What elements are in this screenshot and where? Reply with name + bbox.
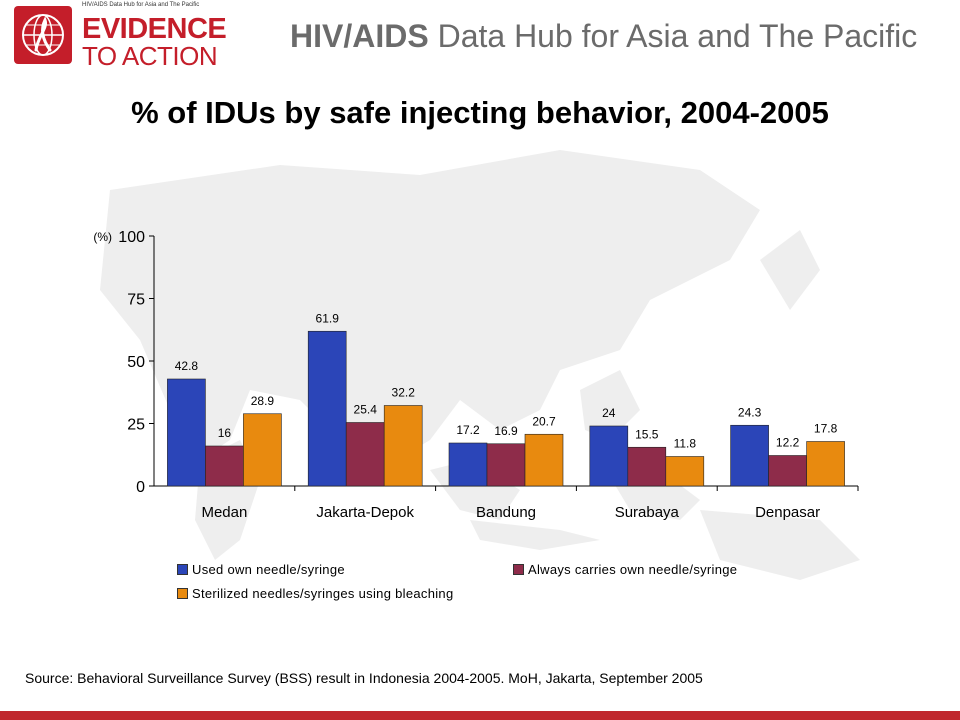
- header-title-rest: Data Hub for Asia and The Pacific: [437, 18, 918, 54]
- bar: [665, 456, 705, 487]
- bar: [768, 455, 807, 487]
- y-axis-label: (%): [93, 230, 112, 244]
- legend-swatch-maroon: [513, 564, 524, 576]
- data-label: 32.2: [392, 386, 416, 400]
- bar: [806, 441, 845, 487]
- bar: [448, 442, 488, 487]
- data-label: 42.8: [175, 359, 199, 373]
- legend-label: Used own needle/syringe: [192, 562, 345, 577]
- y-tick-label: 100: [118, 229, 145, 246]
- legend-swatch-blue: [177, 564, 188, 576]
- x-tick-label: Surabaya: [615, 504, 680, 521]
- data-label: 15.5: [635, 427, 659, 441]
- x-tick-label: Bandung: [476, 504, 536, 521]
- logo-evidence-text: EVIDENCE: [82, 13, 227, 45]
- y-tick-label: 25: [127, 417, 145, 434]
- logo-small-text: HIV/AIDS Data Hub for Asia and The Pacif…: [82, 2, 200, 8]
- bar: [627, 446, 667, 487]
- legend-swatch-orange: [177, 588, 188, 600]
- x-tick-label: Jakarta-Depok: [316, 504, 414, 521]
- header: HIV/AIDS Data Hub for Asia and The Pacif…: [0, 0, 960, 80]
- header-title: HIV/AIDS Data Hub for Asia and The Pacif…: [290, 16, 917, 56]
- source-note: Source: Behavioral Surveillance Survey (…: [25, 670, 703, 686]
- data-label: 16.9: [494, 424, 518, 438]
- y-tick-label: 75: [127, 292, 145, 309]
- data-label: 11.8: [674, 437, 697, 451]
- bar: [307, 330, 347, 487]
- bar: [243, 413, 282, 487]
- data-label: 61.9: [316, 311, 340, 325]
- bar: [345, 422, 385, 487]
- bar: [524, 433, 564, 487]
- bar: [589, 425, 629, 487]
- evidence-to-action-logo: HIV/AIDS Data Hub for Asia and The Pacif…: [82, 2, 227, 72]
- y-tick-label: 0: [136, 479, 145, 496]
- data-label: 20.7: [532, 414, 556, 428]
- data-label: 17.2: [456, 423, 480, 437]
- bar: [486, 443, 526, 487]
- x-tick-label: Denpasar: [755, 504, 820, 521]
- legend-label: Sterilized needles/syringes using bleach…: [192, 586, 454, 601]
- footer-bar: [0, 711, 960, 720]
- un-emblem-logo: [14, 6, 72, 64]
- data-label: 12.2: [776, 436, 800, 450]
- data-label: 24.3: [738, 405, 762, 419]
- bar: [730, 424, 769, 487]
- data-label: 25.4: [354, 403, 378, 417]
- data-label: 16: [218, 426, 232, 440]
- legend-item-always-carries: Always carries own needle/syringe: [513, 563, 737, 577]
- bar: [383, 405, 423, 487]
- legend-item-used-own-needle: Used own needle/syringe: [177, 563, 345, 577]
- y-tick-label: 50: [127, 354, 145, 371]
- bar: [167, 378, 206, 487]
- legend-item-sterilized-bleaching: Sterilized needles/syringes using bleach…: [177, 587, 454, 601]
- data-label: 17.8: [814, 422, 838, 436]
- chart-title: % of IDUs by safe injecting behavior, 20…: [131, 95, 829, 130]
- data-label: 24: [602, 406, 616, 420]
- header-title-bold: HIV/AIDS: [290, 18, 429, 54]
- logo-action-text: TO ACTION: [82, 41, 218, 71]
- bar: [205, 445, 244, 487]
- legend-label: Always carries own needle/syringe: [528, 562, 738, 577]
- data-label: 28.9: [251, 394, 275, 408]
- x-tick-label: Medan: [201, 504, 247, 521]
